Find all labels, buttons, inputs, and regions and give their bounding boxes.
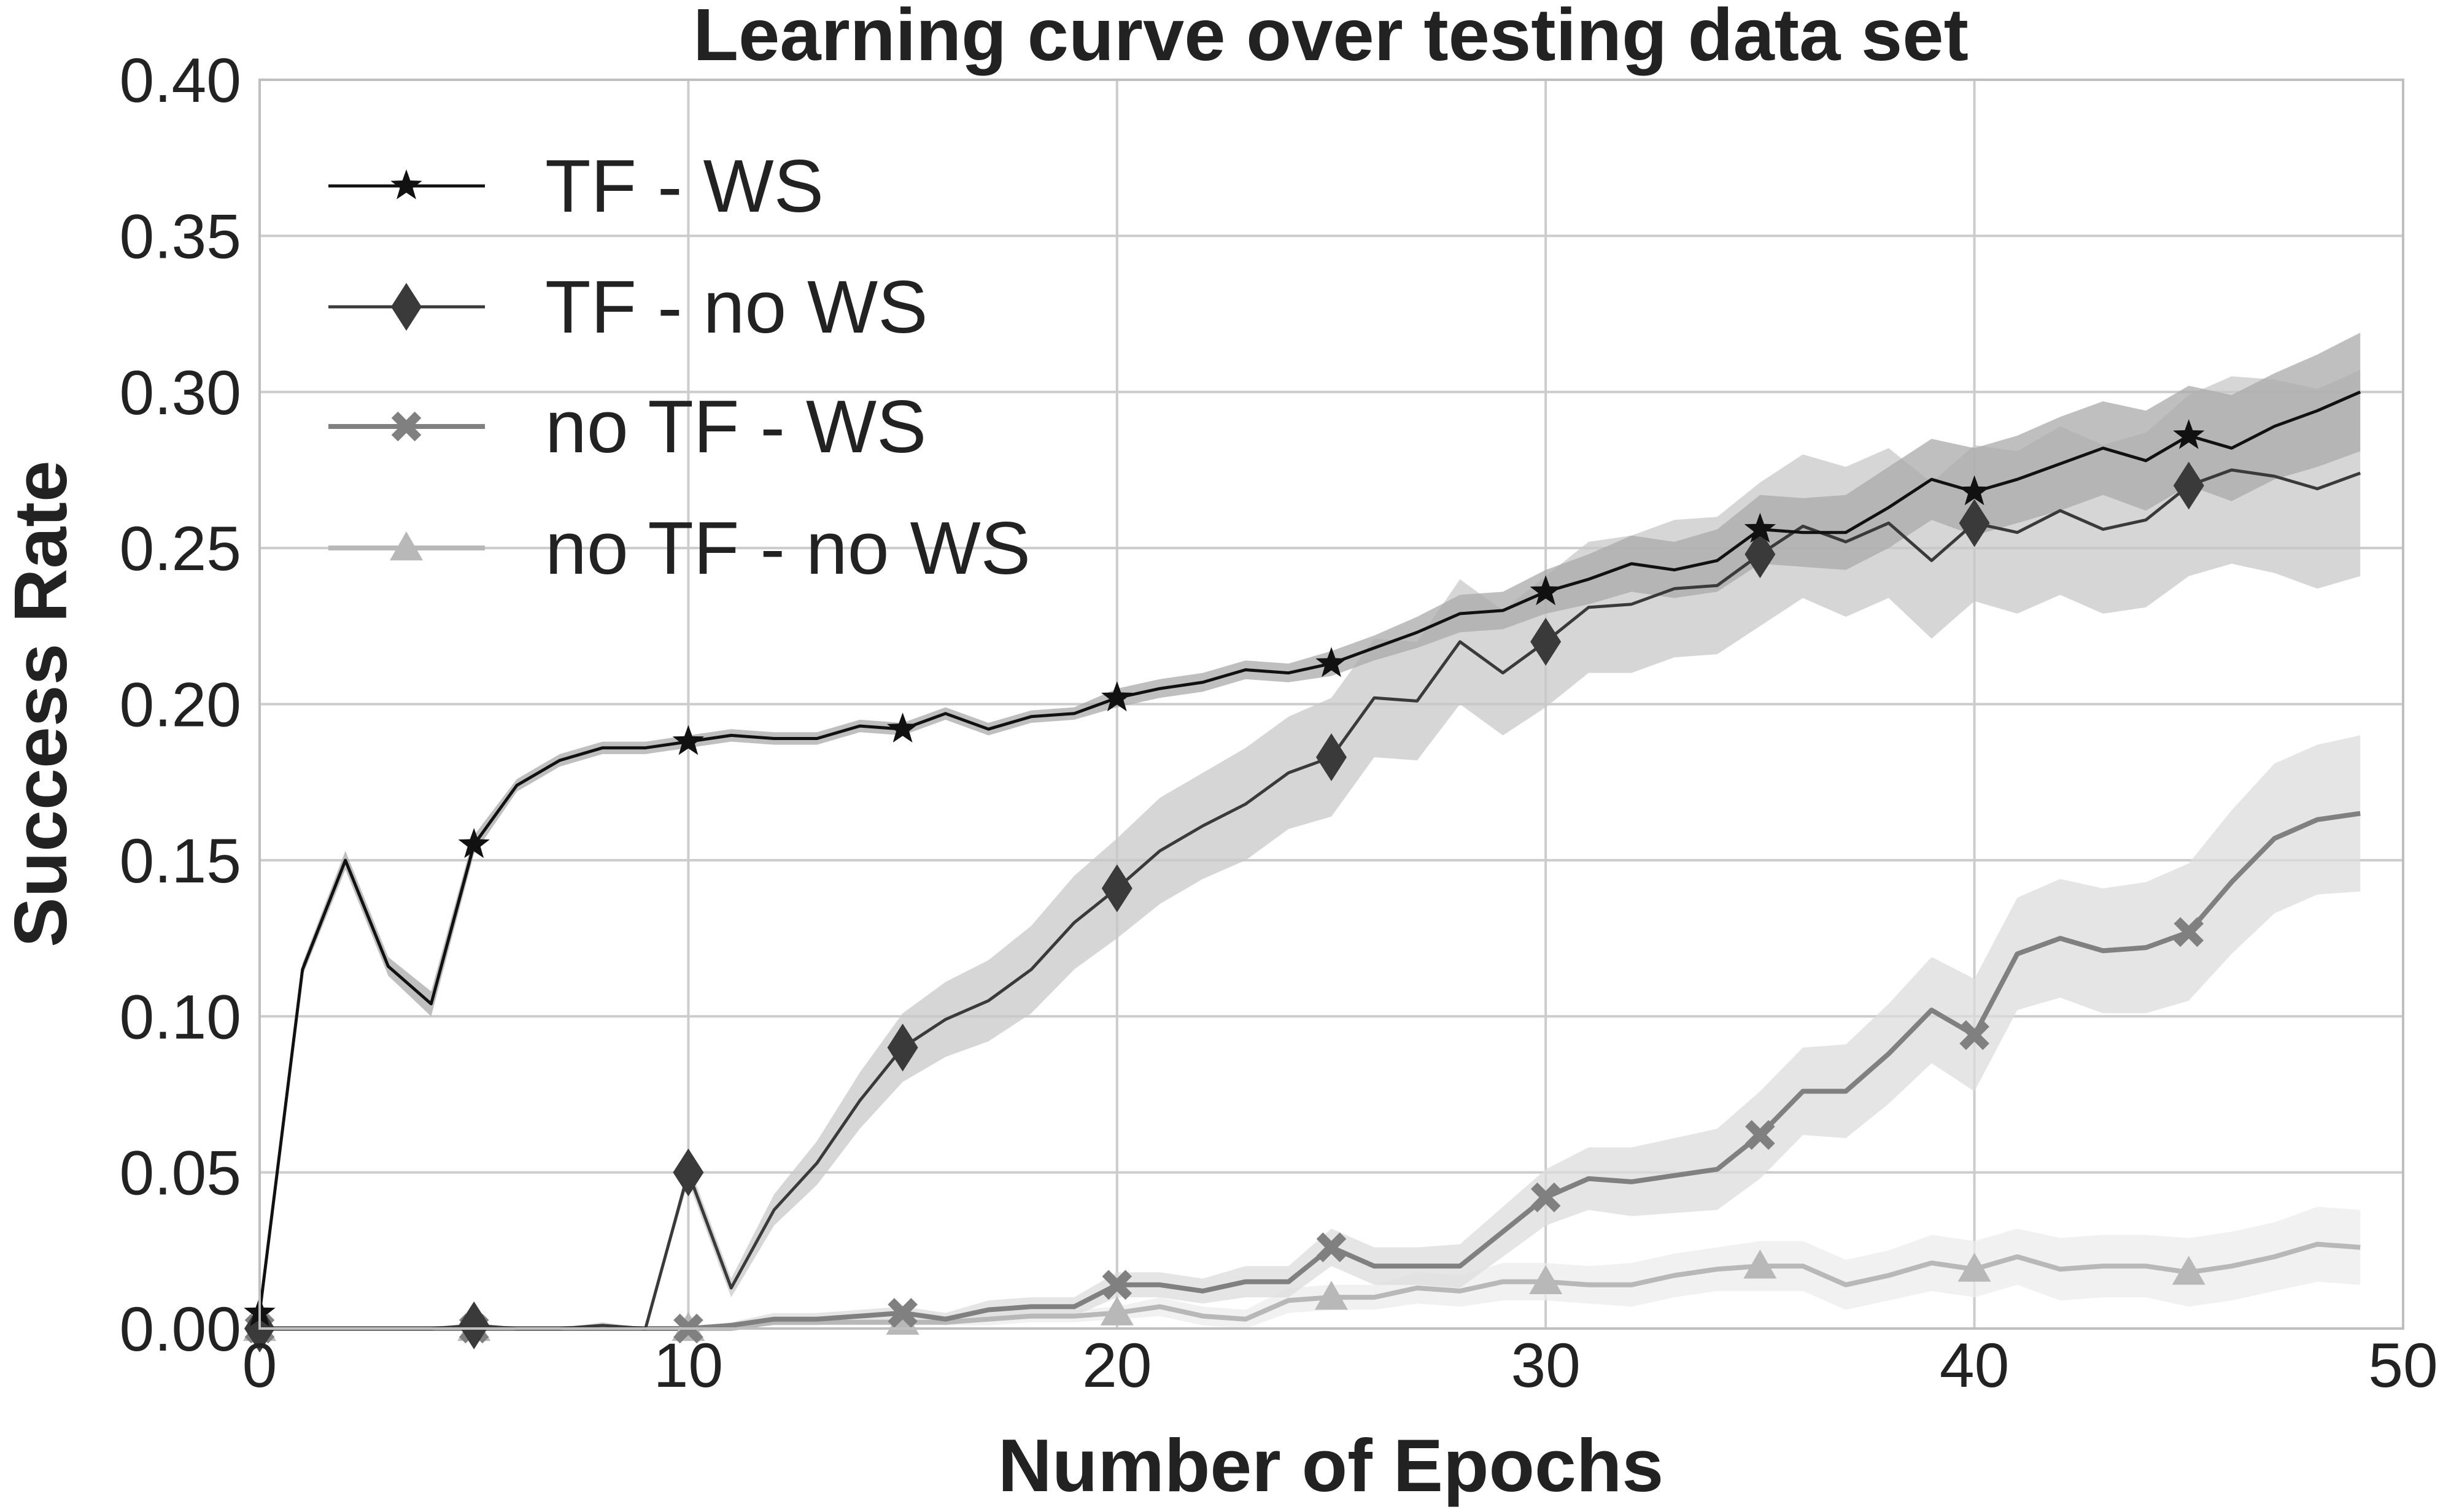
x-tick-label: 10 xyxy=(654,1330,723,1400)
y-tick-label: 0.25 xyxy=(119,514,241,584)
tf-no-ws-marker xyxy=(459,1301,490,1349)
no-tf-ws-legend-label: no TF - WS xyxy=(545,385,926,468)
tf-ws-legend-marker xyxy=(390,169,422,199)
tf-no-ws-marker xyxy=(1530,617,1562,666)
tf-ws-marker xyxy=(1530,575,1562,606)
no-tf-no-ws-marker xyxy=(1100,1296,1134,1325)
no-tf-no-ws-marker xyxy=(1743,1249,1777,1279)
y-tick-label: 0.35 xyxy=(119,201,241,271)
tf-ws-marker xyxy=(1958,475,1991,506)
tf-no-ws-legend-label: TF - no WS xyxy=(545,265,928,349)
confidence-bands xyxy=(260,333,2361,1329)
no-tf-no-ws-legend-label: no TF - no WS xyxy=(545,506,1031,590)
tf-ws-band xyxy=(260,333,2361,1316)
y-axis-label: Success Rate xyxy=(0,460,82,947)
x-tick-label: 20 xyxy=(1082,1330,1152,1400)
tf-ws-marker xyxy=(1315,647,1347,677)
y-tick-label: 0.30 xyxy=(119,358,241,428)
tf-no-ws-marker xyxy=(887,1024,918,1072)
tf-no-ws-marker xyxy=(1316,733,1347,781)
chart-title: Learning curve over testing data set xyxy=(693,0,1969,76)
x-axis-label: Number of Epochs xyxy=(998,1424,1664,1507)
tf-no-ws-marker xyxy=(673,1148,704,1197)
y-tick-label: 0.05 xyxy=(119,1138,241,1208)
no-tf-ws-marker xyxy=(888,1298,918,1328)
no-tf-ws-marker xyxy=(1102,1270,1132,1300)
no-tf-no-ws-marker xyxy=(1957,1252,1991,1282)
x-axis-ticks: 0 10 20 30 40 50 xyxy=(242,1330,2438,1400)
tf-no-ws-legend-marker xyxy=(391,283,422,331)
y-tick-label: 0.15 xyxy=(119,826,241,896)
y-tick-label: 0.20 xyxy=(119,670,241,740)
plot-frame xyxy=(258,79,2404,1330)
tf-ws-marker xyxy=(672,725,705,755)
tf-ws-marker xyxy=(886,712,919,742)
no-tf-ws-marker xyxy=(1530,1182,1561,1213)
y-tick-label: 0.40 xyxy=(119,45,241,115)
y-tick-label: 0.00 xyxy=(119,1294,241,1364)
y-axis-ticks: 0.00 0.05 0.10 0.15 0.20 0.25 0.30 0.35 0.40 xyxy=(119,45,241,1364)
x-tick-label: 30 xyxy=(1511,1330,1580,1400)
tf-ws-marker xyxy=(458,828,490,858)
tf-ws-marker xyxy=(2173,419,2205,449)
tf-ws-line xyxy=(258,390,2361,1313)
x-tick-label: 0 xyxy=(242,1330,277,1400)
tf-no-ws-marker xyxy=(1744,530,1776,579)
tf-no-ws-marker xyxy=(1101,864,1132,912)
tf-no-ws-line xyxy=(260,468,2361,1330)
no-tf-ws-marker xyxy=(1745,1120,1775,1150)
x-tick-label: 40 xyxy=(1940,1330,2009,1400)
tf-ws-marker xyxy=(1744,512,1776,543)
no-tf-ws-legend-marker xyxy=(391,411,422,442)
tf-ws-legend-label: TF - WS xyxy=(545,144,824,228)
no-tf-ws-marker xyxy=(1316,1232,1347,1263)
no-tf-no-ws-band xyxy=(260,1206,2361,1329)
no-tf-no-ws-marker xyxy=(1529,1265,1563,1294)
tf-no-ws-marker xyxy=(1959,499,1990,547)
no-tf-ws-band xyxy=(260,735,2361,1329)
tf-ws-marker xyxy=(1101,681,1133,712)
no-tf-ws-marker xyxy=(1959,1020,1989,1051)
no-tf-ws-marker xyxy=(2174,917,2204,947)
tf-no-ws-marker xyxy=(2173,461,2204,510)
tf-no-ws-band xyxy=(260,370,2361,1329)
no-tf-no-ws-marker xyxy=(1315,1281,1348,1310)
legend: TF - WS TF - no WS no TF - WS no TF - no WS xyxy=(328,144,1031,590)
no-tf-no-ws-marker xyxy=(2172,1256,2205,1285)
no-tf-no-ws-legend-marker xyxy=(390,531,423,561)
x-tick-label: 50 xyxy=(2368,1330,2437,1400)
y-tick-label: 0.10 xyxy=(119,982,241,1052)
